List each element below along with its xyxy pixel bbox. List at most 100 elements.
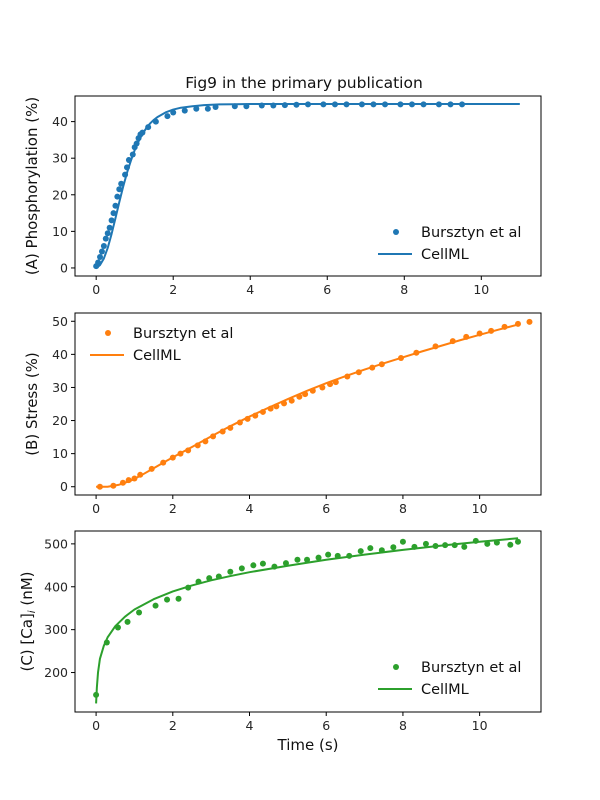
data-point-bursztyn: [175, 595, 182, 602]
data-point-bursztyn: [390, 544, 397, 551]
data-point-bursztyn: [106, 224, 113, 231]
x-tick-label: 6: [322, 501, 330, 516]
data-point-bursztyn: [100, 243, 107, 249]
x-tick-label: 8: [400, 282, 408, 297]
data-point-bursztyn: [102, 235, 109, 242]
y-tick-label: 0: [60, 260, 68, 275]
y-tick-label: 20: [52, 413, 68, 428]
legend: Bursztyn et al CellML: [90, 326, 233, 364]
x-tick-label: 8: [399, 718, 407, 733]
data-point-bursztyn: [164, 596, 171, 603]
y-tick-label: 30: [52, 380, 68, 395]
data-point-bursztyn: [294, 556, 301, 563]
data-point-bursztyn: [136, 609, 143, 616]
y-tick-label: 0: [60, 479, 68, 494]
legend-label: Bursztyn et al: [421, 660, 521, 676]
data-point-bursztyn: [97, 253, 104, 260]
data-point-bursztyn: [526, 318, 533, 325]
x-tick-label: 0: [92, 282, 100, 297]
data-point-bursztyn: [104, 230, 111, 237]
y-tick-label: 300: [44, 622, 68, 637]
y-axis-label: (C) [Ca]i (nM): [18, 571, 38, 671]
data-point-bursztyn: [281, 102, 288, 109]
x-axis-label: Time (s): [277, 736, 339, 754]
legend-marker-dot: [393, 229, 399, 235]
data-point-bursztyn: [357, 548, 364, 555]
x-tick-label: 10: [472, 718, 488, 733]
plot-area: [96, 318, 533, 490]
y-tick-label: 500: [44, 536, 68, 551]
data-point-bursztyn: [98, 248, 105, 255]
x-tick-label: 2: [169, 718, 177, 733]
x-tick-label: 2: [169, 501, 177, 516]
data-point-bursztyn: [238, 565, 245, 572]
y-tick-label: 400: [44, 579, 68, 594]
axes-frame: [74, 95, 542, 277]
x-tick-label: 4: [246, 718, 254, 733]
axes-frame: [74, 530, 542, 713]
series-line-cellml: [95, 103, 520, 269]
data-point-bursztyn: [114, 193, 121, 200]
data-point-bursztyn: [110, 210, 117, 217]
y-tick-label: 10: [52, 446, 68, 461]
data-point-bursztyn: [204, 105, 211, 112]
axes-frame: [74, 312, 542, 496]
x-tick-label: 0: [92, 501, 100, 516]
legend-label: CellML: [421, 247, 469, 263]
x-tick-label: 8: [399, 501, 407, 516]
y-tick-label: 40: [52, 347, 68, 362]
data-point-bursztyn: [181, 107, 188, 114]
data-point-bursztyn: [461, 543, 468, 550]
data-point-bursztyn: [227, 568, 234, 575]
data-point-bursztyn: [288, 397, 295, 404]
plot-area: [93, 101, 520, 270]
y-axis-label: (B) Stress (%): [23, 352, 41, 456]
panel-a: 0 2 4 6 8 10 0 10 20 30 40 (A) Phosphorylation (%) B…: [23, 95, 542, 297]
figure-title: Fig9 in the primary publication: [185, 74, 423, 92]
legend: Bursztyn et al CellML: [378, 225, 521, 263]
data-point-bursztyn: [250, 562, 257, 569]
series-line-cellml: [95, 537, 519, 704]
x-tick-label: 10: [472, 501, 488, 516]
plot-area: [93, 537, 521, 704]
y-axis-label: (A) Phosphorylation (%): [23, 97, 41, 275]
legend: Bursztyn et al CellML: [378, 660, 521, 698]
legend-label: CellML: [133, 348, 181, 364]
series-line-cellml: [96, 323, 519, 488]
data-point-bursztyn: [325, 551, 332, 558]
y-tick-label: 20: [52, 187, 68, 202]
panel-c: 0 2 4 6 8 10 200 300 400 500 (C) [Ca]i (nM) Time (s…: [18, 530, 542, 754]
panel-b: 0 2 4 6 8 10 0 10 20 30 40 50 (B) Stress (%) Bursztyn…: [23, 312, 542, 516]
data-point-bursztyn: [152, 602, 159, 609]
data-point-bursztyn: [193, 105, 200, 112]
x-tick-label: 4: [246, 501, 254, 516]
data-point-bursztyn: [399, 538, 406, 545]
data-point-bursztyn: [112, 202, 119, 209]
legend-label: Bursztyn et al: [133, 326, 233, 342]
data-point-bursztyn: [282, 560, 289, 567]
y-tick-label: 40: [52, 114, 68, 129]
data-point-bursztyn: [367, 545, 374, 552]
data-point-bursztyn: [484, 540, 491, 547]
x-tick-label: 2: [169, 282, 177, 297]
data-point-bursztyn: [507, 541, 514, 548]
data-point-bursztyn: [304, 556, 311, 563]
data-point-bursztyn: [422, 540, 429, 547]
legend-label: CellML: [421, 682, 469, 698]
x-tick-label: 0: [92, 718, 100, 733]
y-tick-label: 200: [44, 665, 68, 680]
x-tick-label: 6: [322, 718, 330, 733]
y-tick-label: 50: [52, 314, 68, 329]
data-point-bursztyn: [164, 113, 171, 120]
data-point-bursztyn: [108, 217, 115, 224]
x-tick-label: 4: [246, 282, 254, 297]
legend-label: Bursztyn et al: [421, 225, 521, 241]
x-tick-label: 6: [323, 282, 331, 297]
data-point-bursztyn: [315, 554, 322, 561]
data-point-bursztyn: [514, 538, 521, 545]
y-tick-label: 30: [52, 151, 68, 166]
x-tick-label: 10: [473, 282, 489, 297]
data-point-bursztyn: [124, 618, 131, 625]
legend-marker-dot: [393, 664, 399, 670]
